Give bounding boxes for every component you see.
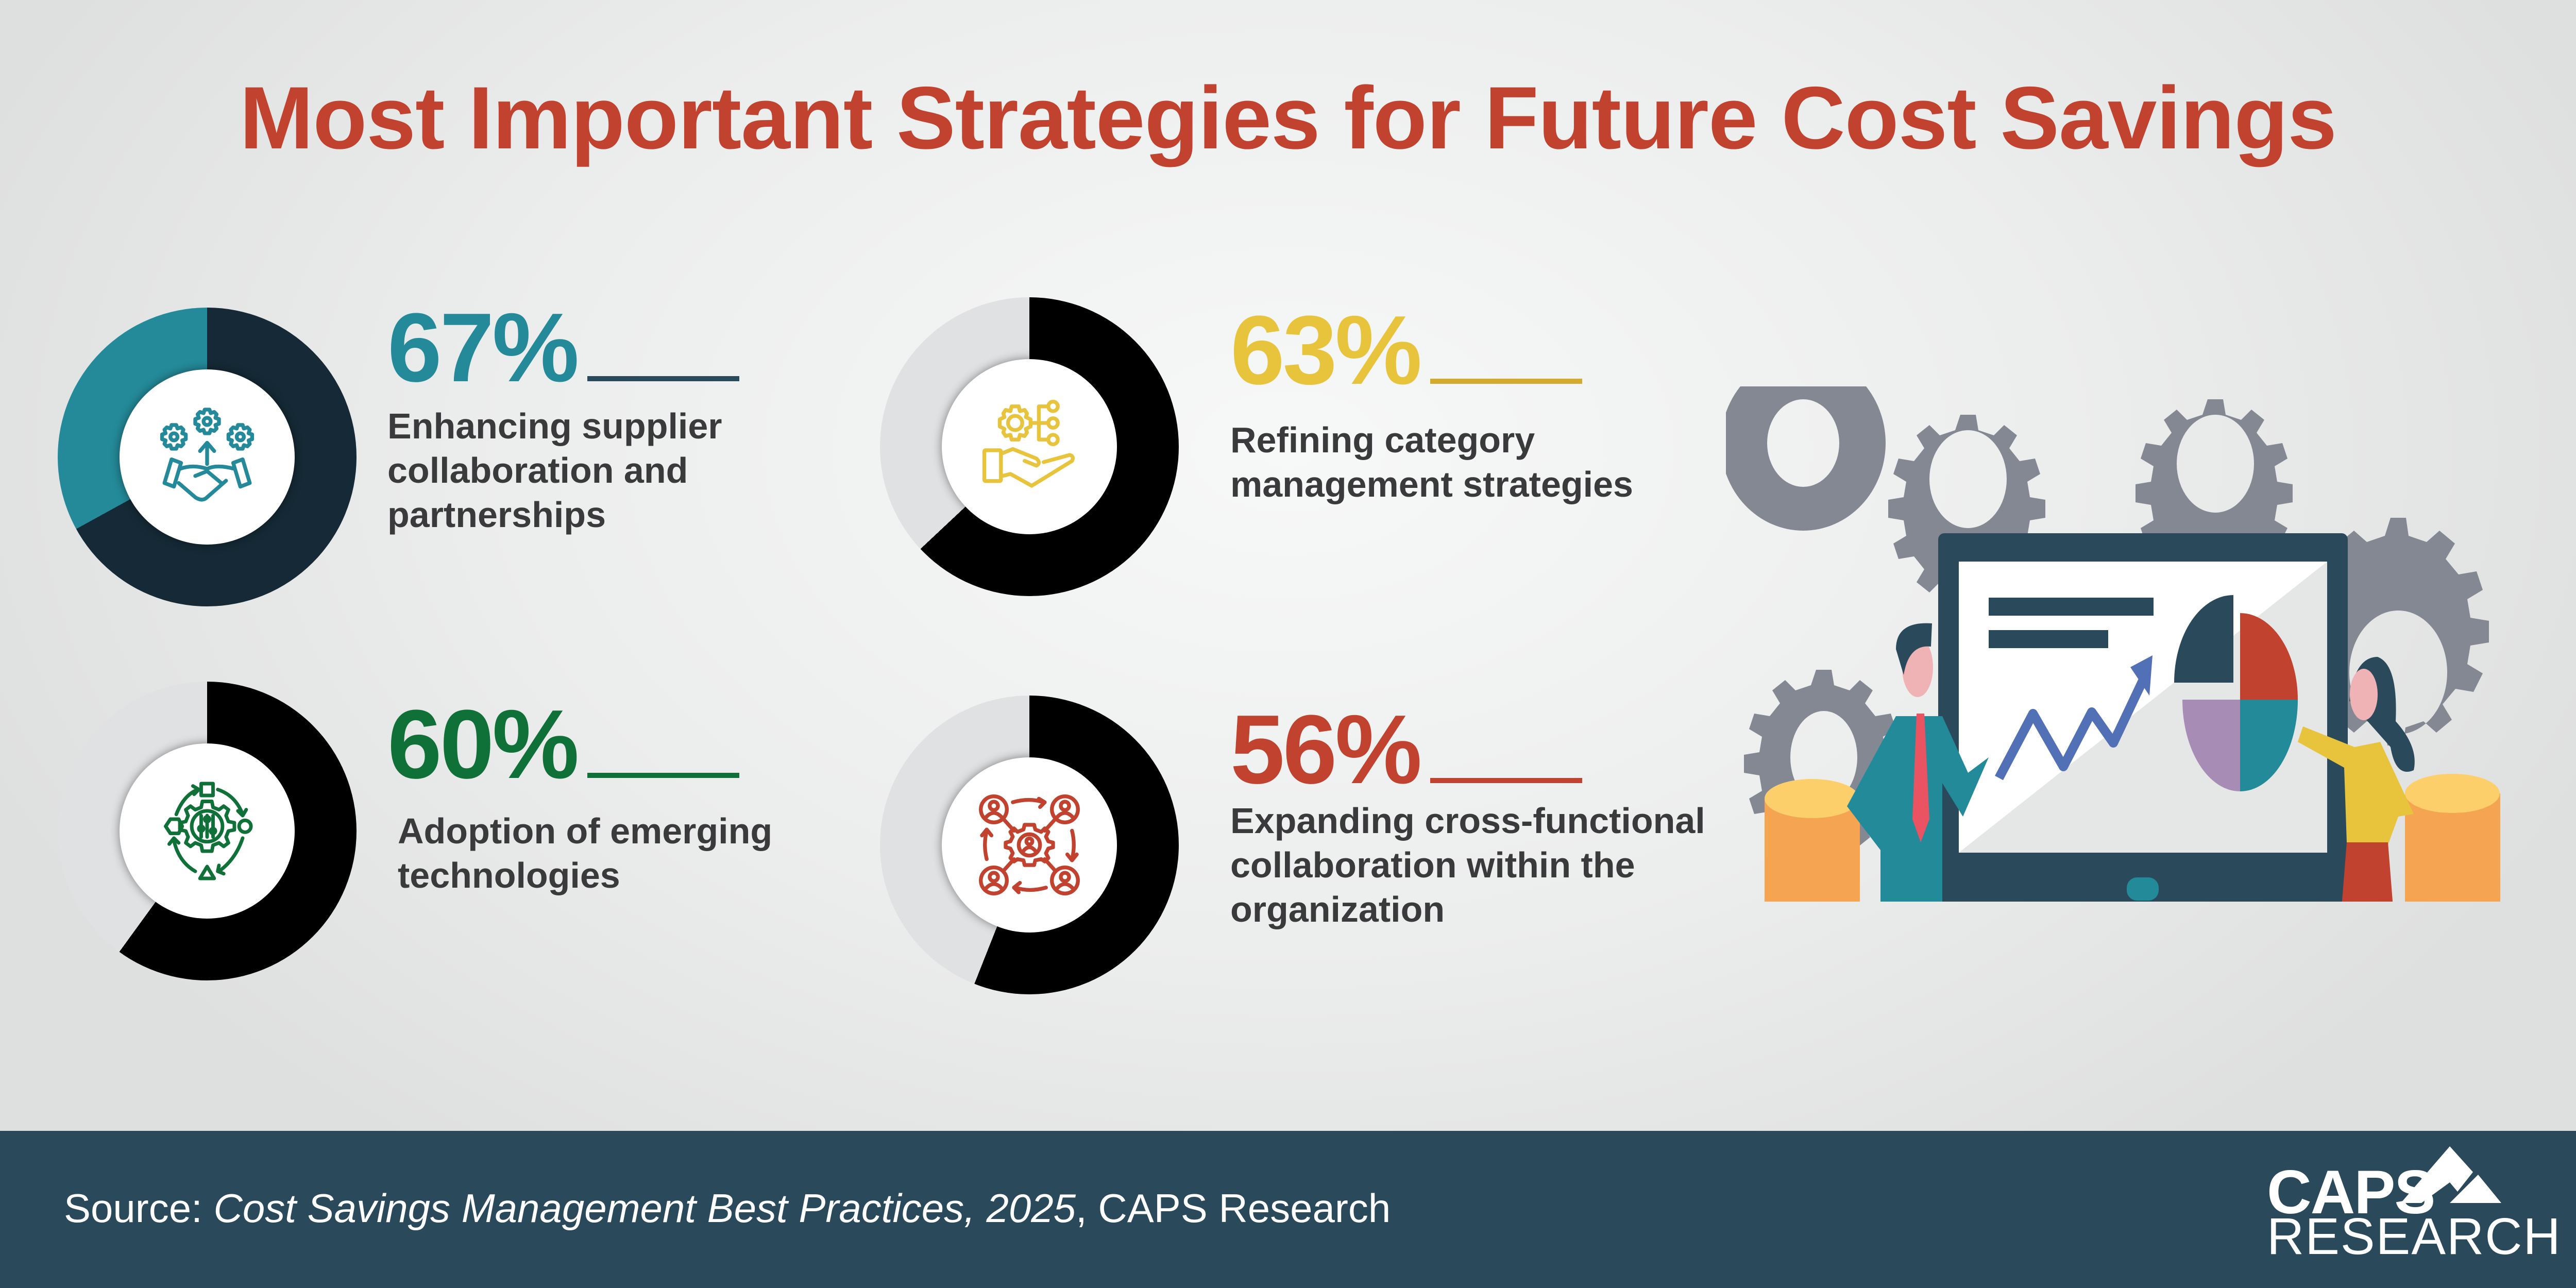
stat-percent: 56% — [1230, 695, 1422, 804]
logo-caps-text: CAPS — [2267, 1158, 2435, 1227]
stat-percent: 63% — [1230, 296, 1422, 405]
stat-description: Adoption of emerging technologies — [398, 811, 773, 895]
donut-center — [120, 369, 295, 545]
woman-figure — [2298, 657, 2415, 902]
coin-stack — [1765, 774, 2500, 902]
mountain-logo-icon — [2401, 1146, 2501, 1203]
gear-cycle-shapes-icon — [164, 782, 253, 880]
donut-chart-supplier-collaboration — [58, 308, 357, 606]
donut-chart-emerging-technologies — [58, 682, 357, 980]
gear-icon — [1726, 386, 1886, 531]
stat-percent: 67% — [387, 293, 579, 402]
donut-chart-cross-functional — [880, 696, 1179, 994]
business-presentation-illustration — [1726, 386, 2500, 902]
donut-center — [942, 359, 1117, 534]
stat-description: Refining category management strategies — [1230, 420, 1633, 504]
stat-block-category-management: 63% Refining category management strateg… — [1230, 301, 1633, 506]
caps-research-logo: CAPS RESEARCH — [2267, 1146, 2561, 1270]
gears-handshake-icon — [160, 408, 255, 502]
hand-gear-hierarchy-icon — [982, 399, 1075, 488]
page-title: Most Important Strategies for Future Cos… — [240, 69, 2337, 167]
stat-underline — [587, 773, 740, 778]
stat-underline — [1430, 379, 1583, 384]
logo-research-text: RESEARCH — [2267, 1208, 2562, 1265]
stat-block-cross-functional: 56% Expanding cross-functional collabora… — [1230, 701, 1705, 931]
donut-chart-category-management — [880, 297, 1179, 596]
man-figure — [1847, 623, 1989, 902]
stat-description: Expanding cross-functional collaboration… — [1230, 801, 1705, 929]
stat-block-supplier-collaboration: 67% Enhancing supplier collaboration and… — [387, 293, 740, 537]
source-citation: Source: Cost Savings Management Best Pra… — [64, 1185, 1391, 1231]
people-network-gear-icon — [979, 794, 1080, 895]
stat-block-emerging-technologies: 60% Adoption of emerging technologies — [387, 696, 772, 897]
source-title: Cost Savings Management Best Practices, … — [213, 1185, 1076, 1231]
footer: Source: Cost Savings Management Best Pra… — [0, 1131, 2576, 1288]
stat-underline — [1430, 778, 1583, 783]
donut-center — [120, 743, 295, 919]
stat-description: Enhancing supplier collaboration and par… — [387, 406, 722, 535]
donut-center — [942, 757, 1117, 933]
stat-underline — [587, 376, 740, 381]
stat-percent: 60% — [387, 690, 579, 799]
